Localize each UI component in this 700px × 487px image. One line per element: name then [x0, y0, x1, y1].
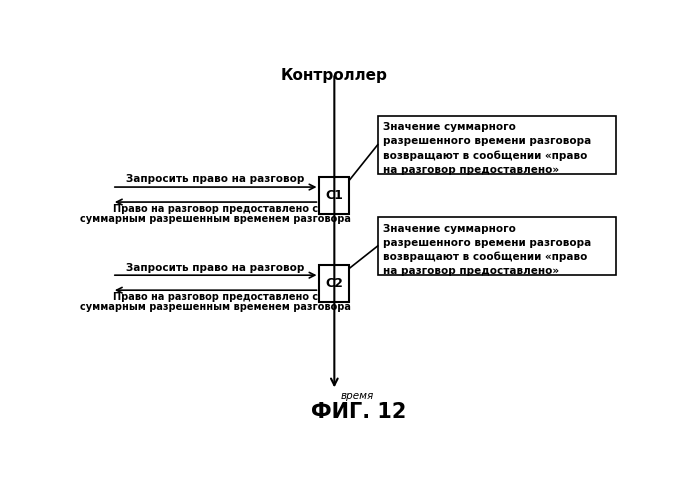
FancyBboxPatch shape	[378, 115, 617, 174]
Text: Запросить право на разговор: Запросить право на разговор	[127, 262, 305, 273]
Text: C2: C2	[326, 277, 343, 290]
Text: Значение суммарного
разрешенного времени разговора
возвращают в сообщении «право: Значение суммарного разрешенного времени…	[383, 224, 592, 277]
Text: Право на разговор предоставлено с: Право на разговор предоставлено с	[113, 292, 318, 301]
Text: Значение суммарного
разрешенного времени разговора
возвращают в сообщении «право: Значение суммарного разрешенного времени…	[383, 122, 592, 175]
Text: Право на разговор предоставлено с: Право на разговор предоставлено с	[113, 204, 318, 214]
Text: суммарным разрешенным временем разговора: суммарным разрешенным временем разговора	[80, 302, 351, 312]
Text: ФИГ. 12: ФИГ. 12	[311, 402, 407, 422]
Text: C1: C1	[326, 189, 343, 202]
FancyBboxPatch shape	[319, 177, 349, 214]
Text: Контроллер: Контроллер	[281, 68, 388, 83]
FancyBboxPatch shape	[319, 264, 349, 302]
Text: Запросить право на разговор: Запросить право на разговор	[127, 174, 305, 185]
Text: суммарным разрешенным временем разговора: суммарным разрешенным временем разговора	[80, 214, 351, 224]
Text: время: время	[341, 391, 374, 401]
FancyBboxPatch shape	[378, 217, 617, 275]
